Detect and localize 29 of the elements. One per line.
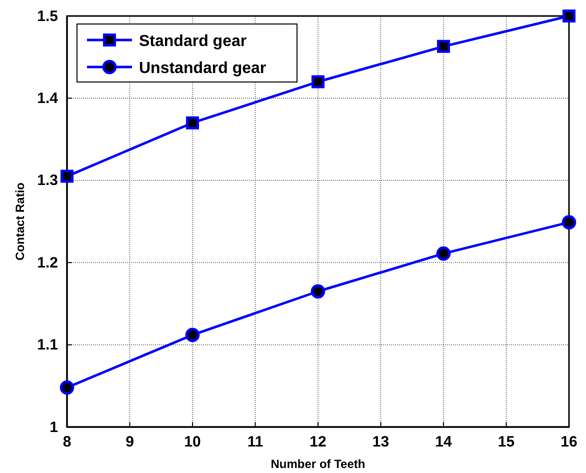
x-tick-label: 12 xyxy=(310,434,326,451)
x-axis-title: Number of Teeth xyxy=(270,457,366,471)
x-tick-label: 16 xyxy=(560,434,578,451)
point xyxy=(310,284,326,299)
point xyxy=(437,40,450,53)
y-tick-label: 1.5 xyxy=(37,8,58,25)
point xyxy=(60,170,74,183)
point xyxy=(312,75,324,88)
x-tick-label: 9 xyxy=(126,434,134,451)
y-tick-label: 1.4 xyxy=(37,90,59,107)
point xyxy=(60,380,74,395)
point xyxy=(185,328,200,342)
legend-label: Standard gear xyxy=(139,33,247,50)
x-tick-label: 8 xyxy=(62,434,72,451)
y-tick-label: 1.3 xyxy=(37,172,58,190)
y-tick-label: 1.2 xyxy=(37,254,58,272)
legend-label: Unstandard gear xyxy=(139,60,266,77)
point xyxy=(186,116,199,130)
point xyxy=(436,246,451,261)
point xyxy=(562,215,576,230)
x-tick-label: 10 xyxy=(184,434,201,451)
x-tick-label: 15 xyxy=(498,434,515,451)
y-tick-label: 1.1 xyxy=(37,336,58,354)
point xyxy=(562,10,576,22)
y-tick-label: 1 xyxy=(50,418,58,436)
x-tick-label: 14 xyxy=(435,434,452,451)
x-tick-label: 13 xyxy=(372,434,390,451)
y-axis-title: Contact Ratio xyxy=(13,182,27,260)
x-tick-label: 11 xyxy=(247,434,264,451)
